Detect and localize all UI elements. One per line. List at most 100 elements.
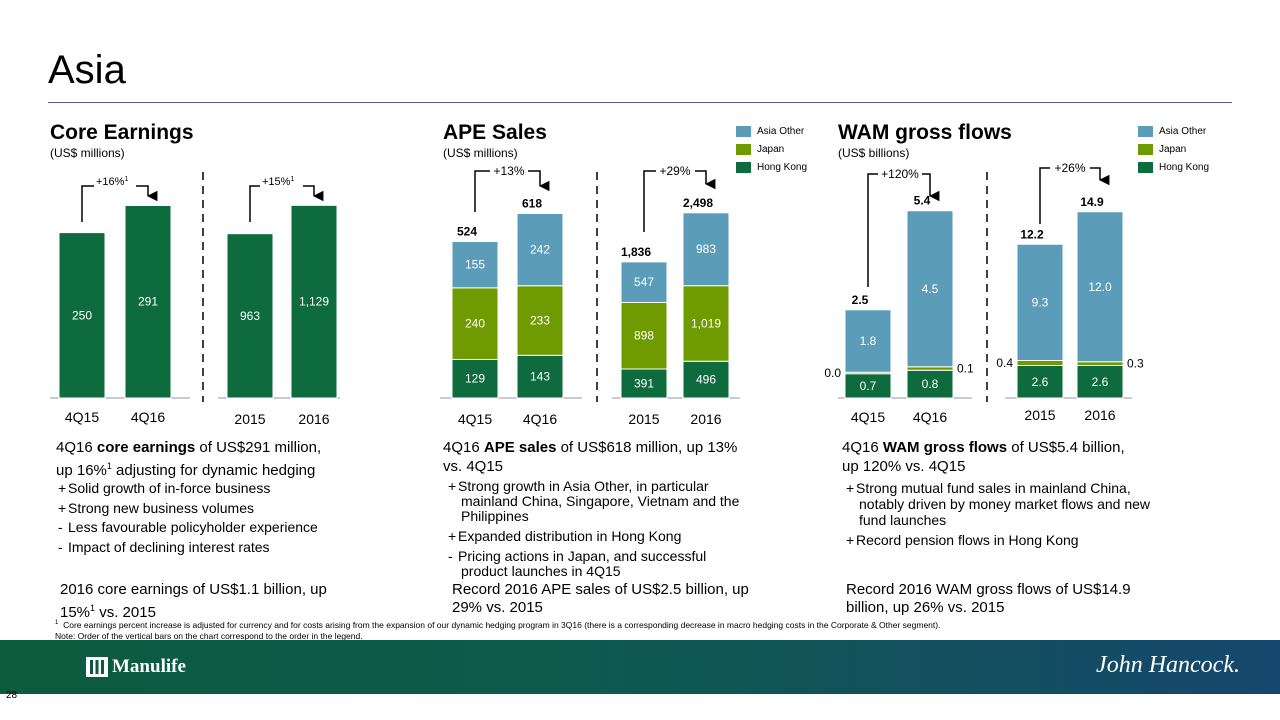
data-label: 129 (465, 372, 485, 386)
brand-band: Manulife John Hancock. (0, 640, 1280, 694)
data-label: 12.0 (1088, 280, 1112, 294)
data-label: 496 (696, 373, 716, 387)
charts-canvas: +16%1 +15%1 +13% +29% +120% +26% 4Q15 250… (50, 161, 1144, 427)
wam-headline-line-2: up 120% vs. 4Q15 (842, 458, 966, 475)
ape-sales-subtitle: (US$ millions) (443, 146, 518, 160)
bar-segment (620, 301, 668, 370)
data-label: 291 (138, 295, 158, 309)
core-bullet: - Impact of declining interest rates (58, 539, 270, 555)
bar-segment (1016, 243, 1064, 361)
wam-summary-line-1: Record 2016 WAM gross flows of US$14.9 (846, 581, 1131, 598)
wam-flows-title: WAM gross flows (838, 121, 1012, 144)
ape-bullet: + Expanded distribution in Hong Kong (448, 528, 682, 544)
bar-segment (451, 358, 499, 399)
bar-segment (682, 360, 730, 399)
wam-legend: Asia Other Japan Hong Kong (1138, 126, 1228, 176)
core-summary-line-2: 15%1 vs. 2015 (60, 603, 156, 621)
data-label: 0.0 (824, 366, 841, 380)
wam-bullet: + Record pension flows in Hong Kong (846, 532, 1079, 548)
ape-headline-line-1: 4Q16 APE sales of US$618 million, up 13% (443, 439, 738, 456)
bar-segment (1076, 211, 1124, 363)
wam-bullet-cont: notably driven by money market flows and… (859, 496, 1151, 512)
data-label: 242 (530, 243, 550, 257)
john-hancock-logo: John Hancock. (1096, 652, 1240, 678)
total-label: 2.5 (852, 293, 869, 307)
legend-item-hong-kong: Hong Kong (736, 162, 807, 173)
data-label: 2.6 (1032, 375, 1049, 389)
bar-segment (516, 354, 564, 399)
bracket-wam-q-left (867, 173, 878, 287)
ape-bullet-cont: Philippines (461, 508, 529, 524)
bar-segment (906, 366, 954, 371)
bar-segment (1016, 365, 1064, 399)
ape-growth-y-label: +29% (659, 164, 690, 178)
title-divider (48, 102, 1232, 103)
data-label: 250 (72, 308, 92, 322)
core-summary-line-1: 2016 core earnings of US$1.1 billion, up (60, 581, 327, 598)
ape-bullet-cont: product launches in 4Q15 (461, 563, 621, 579)
footnote-2: Note: Order of the vertical bars on the … (55, 630, 363, 641)
wam-headline-line-1: 4Q16 WAM gross flows of US$5.4 billion, (842, 439, 1125, 456)
bar-segment (58, 232, 106, 399)
bracket-ape-q-right (528, 170, 550, 192)
legend-label: Asia Other (757, 126, 805, 137)
data-label: 1.8 (860, 334, 877, 348)
bar-segment (906, 210, 954, 368)
bracket-wam-y-left (1039, 167, 1050, 224)
data-label: 155 (465, 258, 485, 272)
bar-segment (226, 233, 274, 399)
category-label: 2016 (690, 411, 721, 427)
legend-label: Japan (1159, 144, 1187, 155)
wam-bullet: + Strong mutual fund sales in mainland Ch… (846, 480, 1131, 496)
legend-item-japan: Japan (736, 144, 784, 155)
data-label: 898 (634, 329, 654, 343)
category-label: 2015 (628, 411, 659, 427)
bracket-core-q-left (81, 185, 94, 222)
bar-segment (906, 369, 954, 399)
ape-bullet-cont: mainland China, Singapore, Vietnam and t… (461, 493, 740, 509)
total-label: 524 (457, 225, 477, 239)
data-label: 0.4 (996, 356, 1013, 370)
bar-segment (1076, 365, 1124, 399)
category-label: 2016 (298, 411, 329, 427)
legend-item-hong-kong: Hong Kong (1138, 162, 1209, 173)
legend-item-japan: Japan (1138, 144, 1186, 155)
data-label: 0.7 (860, 379, 877, 393)
ape-legend: Asia Other Japan Hong Kong (736, 126, 826, 176)
category-label: 2015 (234, 411, 265, 427)
core-earnings-title: Core Earnings (50, 121, 194, 144)
bracket-ape-q-left (474, 170, 490, 212)
core-earnings-subtitle: (US$ millions) (50, 146, 125, 160)
bracket-core-y-left (249, 185, 260, 222)
total-label: 1,836 (621, 245, 651, 259)
legend-label: Asia Other (1159, 126, 1207, 137)
data-label: 547 (634, 275, 654, 289)
bar-segment (290, 204, 338, 399)
wam-flows-subtitle: (US$ billions) (838, 146, 910, 160)
core-growth-q-label: +16%1 (96, 176, 128, 188)
ape-bullet: + Strong growth in Asia Other, in particu… (448, 478, 709, 494)
data-label: 0.1 (957, 362, 974, 376)
manulife-mark-icon (86, 657, 108, 677)
total-label: 5.4 (914, 194, 931, 208)
bracket-wam-q-right (922, 173, 940, 202)
data-label: 9.3 (1032, 295, 1049, 309)
ape-summary-line-2: 29% vs. 2015 (452, 599, 543, 616)
data-label: 0.3 (1127, 357, 1144, 371)
data-label: 4.5 (922, 282, 939, 296)
data-label: 963 (240, 309, 260, 323)
ape-summary-line-1: Record 2016 APE sales of US$2.5 billion,… (452, 581, 749, 598)
bar-segment (1076, 361, 1124, 366)
bracket-ape-y-right (695, 170, 716, 190)
category-label: 4Q15 (458, 411, 492, 427)
category-label: 2016 (1084, 407, 1115, 423)
core-bullet: - Less favourable policyholder experience (58, 519, 318, 535)
bracket-ape-y-left (643, 170, 656, 232)
legend-item-asia-other: Asia Other (736, 126, 804, 137)
manulife-wordmark: Manulife (112, 656, 186, 677)
legend-label: Hong Kong (757, 162, 808, 173)
data-label: 2.6 (1092, 375, 1109, 389)
bar-segment (451, 287, 499, 360)
bar-segment (1016, 360, 1064, 366)
total-label: 14.9 (1080, 195, 1104, 209)
